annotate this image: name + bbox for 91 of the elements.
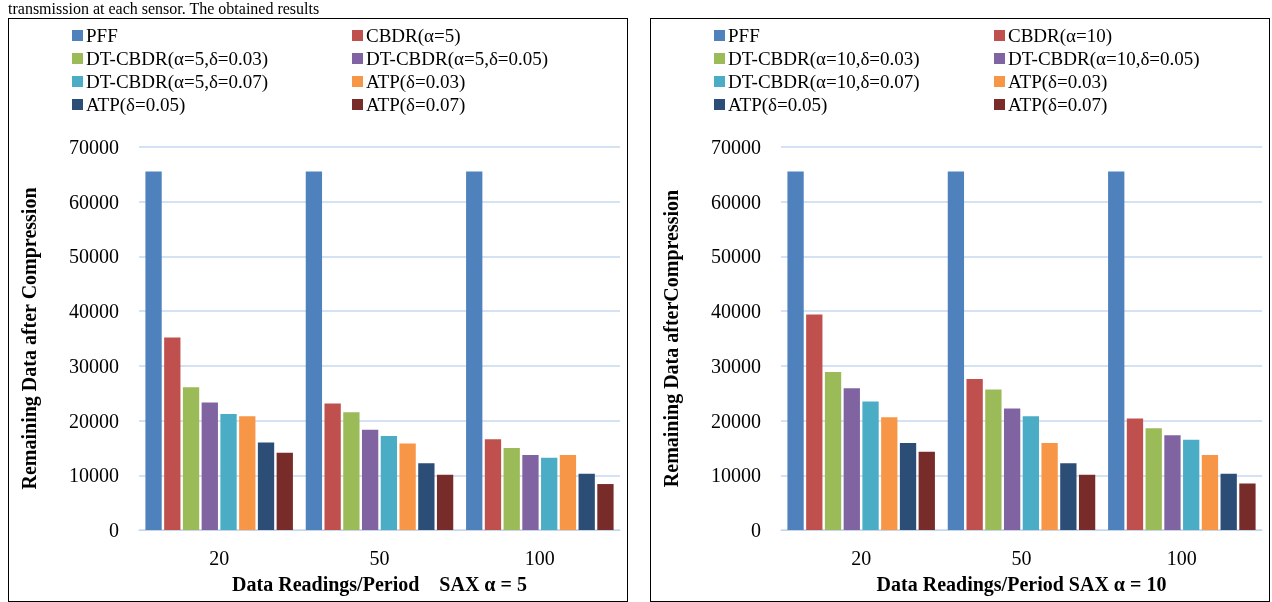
bar xyxy=(1220,473,1237,530)
bar xyxy=(1126,418,1144,530)
bar xyxy=(881,417,898,530)
bar xyxy=(966,378,983,530)
bar xyxy=(1183,439,1200,530)
bar xyxy=(182,387,200,530)
bar xyxy=(220,414,237,530)
y-tick-label: 30000 xyxy=(711,354,761,377)
bar xyxy=(862,401,879,530)
y-tick-label: 50000 xyxy=(69,245,119,268)
legend-label: ATP(δ=0.07) xyxy=(366,94,466,116)
legend-label: ATP(δ=0.03) xyxy=(366,71,466,93)
bar xyxy=(343,412,360,530)
bar xyxy=(899,443,917,530)
bar xyxy=(522,455,539,530)
bar xyxy=(276,452,293,530)
legend-label: PFF xyxy=(86,25,118,46)
x-tick-label: 20 xyxy=(851,547,872,569)
y-axis-title: Remaining Data afterCompression xyxy=(660,189,683,488)
bar xyxy=(484,439,502,530)
legend-label: DT-CBDR(α=5,δ=0.05) xyxy=(366,48,549,70)
bar xyxy=(559,455,577,530)
x-axis-title: Data Readings/Period SAX α = 10 xyxy=(876,573,1167,596)
bar xyxy=(466,171,483,530)
legend-label: ATP(δ=0.05) xyxy=(728,94,828,116)
y-axis-title: Remaining Data after Compression xyxy=(18,187,41,490)
bar xyxy=(541,457,558,530)
bar xyxy=(436,474,454,530)
bar xyxy=(1078,474,1096,530)
y-tick-label: 60000 xyxy=(69,190,119,213)
y-tick-label: 10000 xyxy=(69,464,119,487)
y-tick-label: 40000 xyxy=(69,300,119,323)
y-tick-label: 60000 xyxy=(711,190,761,213)
bar xyxy=(1108,171,1125,530)
x-tick-label: 50 xyxy=(369,547,390,569)
y-tick-label: 70000 xyxy=(69,136,119,158)
bar xyxy=(239,416,256,530)
bar xyxy=(1003,408,1021,530)
bar xyxy=(305,171,323,530)
legend-label: DT-CBDR(α=10,δ=0.07) xyxy=(728,71,920,93)
x-tick-label: 50 xyxy=(1011,547,1032,569)
y-tick-label: 20000 xyxy=(711,409,761,432)
bar xyxy=(947,171,965,530)
text: transmission at each sensor. The obtained results xyxy=(8,0,320,17)
bar xyxy=(1060,463,1077,530)
bar xyxy=(399,443,416,530)
legend-label: DT-CBDR(α=10,δ=0.05) xyxy=(1008,48,1200,70)
bar xyxy=(361,429,379,530)
legend-label: DT-CBDR(α=5,δ=0.03) xyxy=(86,48,269,70)
bar xyxy=(1201,455,1219,530)
y-tick-label: 30000 xyxy=(69,354,119,377)
y-tick-label: 0 xyxy=(751,519,761,541)
bar xyxy=(324,403,341,530)
x-tick-label: 100 xyxy=(1166,547,1197,569)
y-tick-label: 10000 xyxy=(711,464,761,487)
bar xyxy=(1239,483,1256,530)
bar xyxy=(578,473,595,530)
x-tick-label: 20 xyxy=(209,547,230,569)
bar xyxy=(1041,443,1058,530)
legend-label: ATP(δ=0.05) xyxy=(86,94,186,116)
bar xyxy=(824,371,842,530)
bar xyxy=(257,442,275,530)
legend-label: ATP(δ=0.03) xyxy=(1008,71,1108,93)
bar xyxy=(985,389,1002,530)
y-tick-label: 50000 xyxy=(711,245,761,268)
legend-label: PFF xyxy=(728,25,760,46)
bar xyxy=(201,402,218,530)
bar xyxy=(1145,428,1162,530)
bar xyxy=(918,451,935,530)
legend-label: CBDR(α=10) xyxy=(1008,25,1113,47)
bar xyxy=(1022,416,1040,530)
bar xyxy=(503,447,520,530)
legend-label: CBDR(α=5) xyxy=(366,25,461,47)
y-tick-label: 40000 xyxy=(711,300,761,323)
bar xyxy=(145,171,162,530)
y-tick-label: 70000 xyxy=(711,136,761,158)
x-tick-label: 100 xyxy=(524,547,555,569)
y-tick-label: 0 xyxy=(109,519,119,541)
bar xyxy=(787,171,804,530)
bar xyxy=(597,484,614,530)
y-tick-label: 20000 xyxy=(69,409,119,432)
bar xyxy=(418,463,435,530)
bar xyxy=(1164,435,1181,530)
bar xyxy=(843,388,860,530)
legend-label: ATP(δ=0.07) xyxy=(1008,94,1108,116)
x-axis-title: Data Readings/Period SAX α = 5 xyxy=(232,573,527,596)
legend-label: DT-CBDR(α=5,δ=0.07) xyxy=(86,71,269,93)
bar xyxy=(164,337,181,530)
bar xyxy=(806,314,823,530)
legend-label: DT-CBDR(α=10,δ=0.03) xyxy=(728,48,920,70)
bar xyxy=(380,435,398,530)
